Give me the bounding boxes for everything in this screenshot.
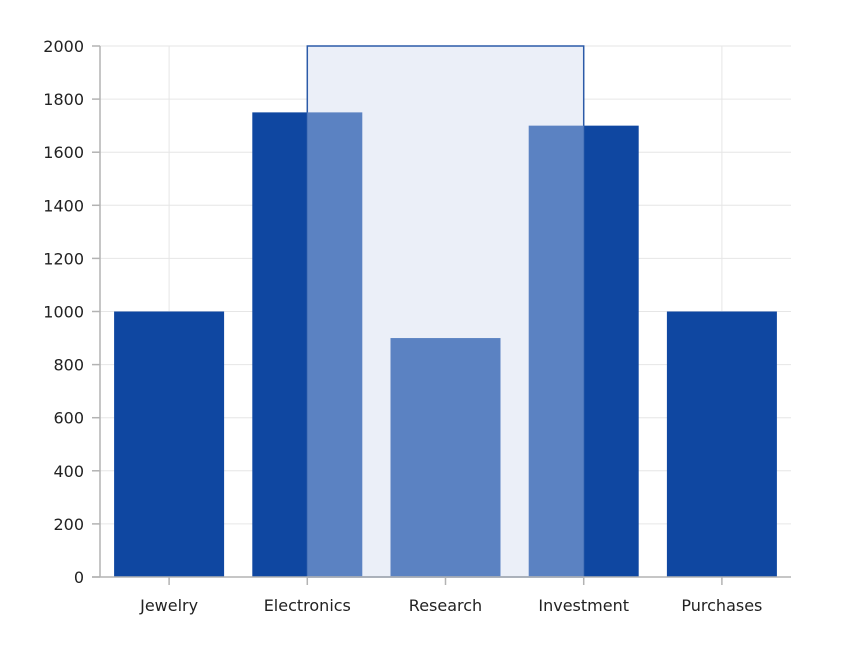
- y-tick-label: 0: [74, 568, 84, 587]
- x-tick-label: Electronics: [264, 596, 351, 615]
- x-tick-label: Investment: [538, 596, 629, 615]
- y-tick-label: 800: [53, 356, 84, 375]
- axes: [92, 45, 791, 585]
- x-tick-label: Research: [409, 596, 482, 615]
- bar-selected-research: [390, 338, 501, 577]
- y-tick-label: 1000: [43, 303, 84, 322]
- y-tick-label: 1200: [43, 249, 84, 268]
- y-tick-label: 400: [53, 462, 84, 481]
- x-tick-label: Purchases: [681, 596, 762, 615]
- y-tick-label: 2000: [43, 37, 84, 56]
- x-tick-label: Jewelry: [139, 596, 198, 615]
- bar-selected-investment: [528, 125, 584, 578]
- axis-labels: 0 200 400 600 800 1000 1200 1400 1600 1800 2000 Jew…: [43, 37, 762, 615]
- y-tick-label: 200: [53, 515, 84, 534]
- y-tick-label: 600: [53, 409, 84, 428]
- y-tick-label: 1600: [43, 143, 84, 162]
- selected-bar-series: [307, 112, 584, 578]
- y-tick-label: 1800: [43, 90, 84, 109]
- bar-purchases: [666, 311, 777, 577]
- y-tick-label: 1400: [43, 196, 84, 215]
- bar-selected-electronics: [307, 112, 363, 577]
- bar-jewelry: [114, 311, 225, 577]
